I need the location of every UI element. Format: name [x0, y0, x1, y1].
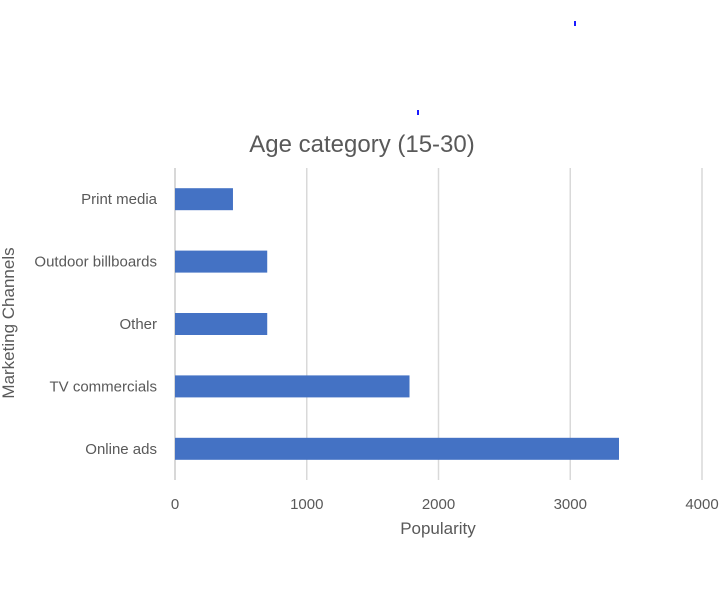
- y-axis-title: Marketing Channels: [0, 247, 18, 398]
- bars: [175, 188, 619, 460]
- bar: [175, 250, 268, 273]
- x-tick-labels: 0 1000 2000 3000 4000: [171, 496, 719, 513]
- x-axis-title: Popularity: [400, 519, 476, 538]
- y-tick-label: TV commercials: [49, 378, 157, 395]
- stray-mark: [417, 110, 419, 115]
- chart-title: Age category (15-30): [249, 131, 474, 158]
- y-tick-label: Outdoor billboards: [34, 254, 157, 271]
- bar: [175, 437, 619, 460]
- gridlines: [174, 168, 703, 480]
- y-tick-labels: Print media Outdoor billboards Other TV com…: [34, 191, 157, 458]
- stray-mark: [574, 21, 576, 26]
- y-tick-label: Online ads: [85, 441, 157, 458]
- bar: [175, 313, 268, 335]
- x-tick-label: 3000: [554, 496, 587, 513]
- bar: [175, 188, 233, 211]
- y-tick-label: Print media: [81, 191, 158, 208]
- x-tick-label: 4000: [685, 496, 718, 513]
- x-tick-label: 2000: [422, 496, 455, 513]
- bar: [175, 375, 410, 398]
- x-tick-label: 0: [171, 496, 179, 513]
- x-tick-label: 1000: [290, 496, 323, 513]
- y-tick-label: Other: [119, 316, 157, 333]
